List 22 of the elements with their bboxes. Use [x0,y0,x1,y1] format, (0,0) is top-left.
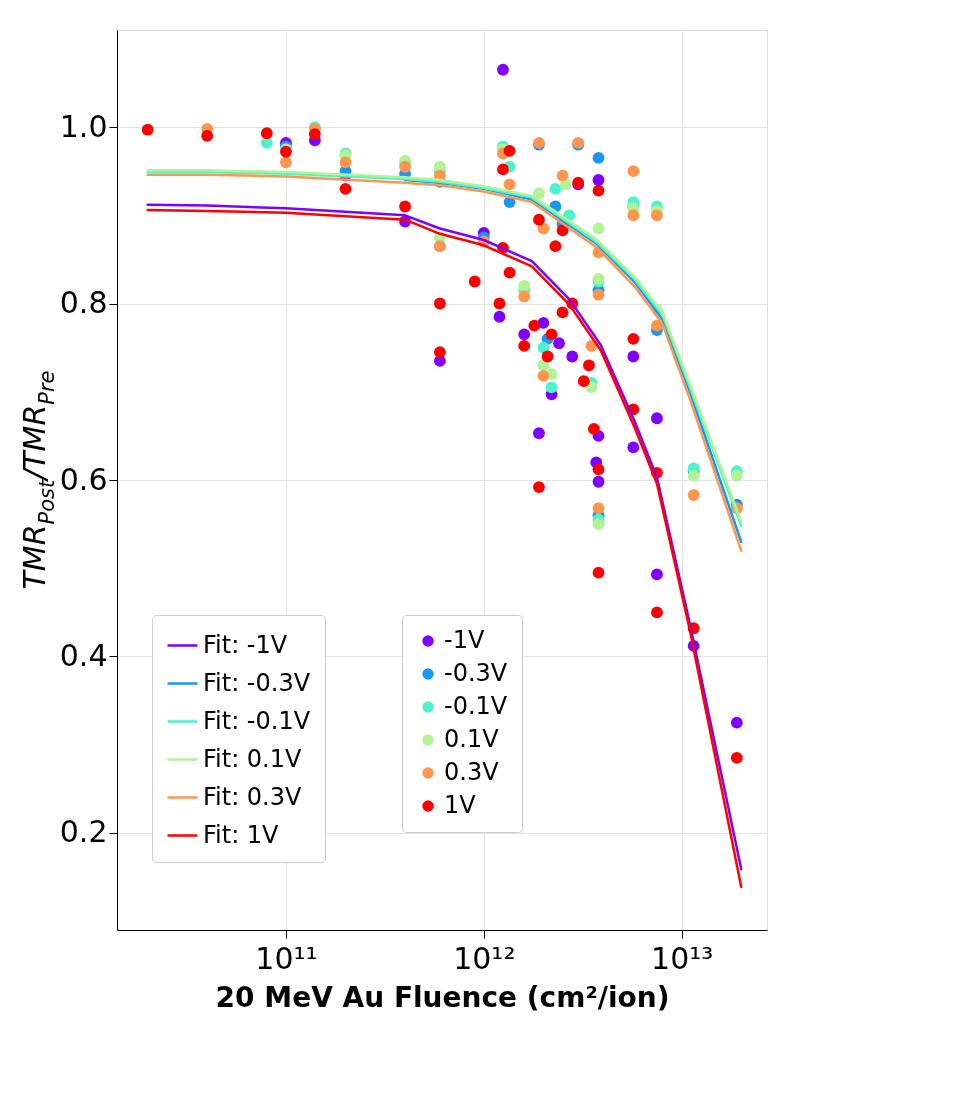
legend-label: Fit: -0.3V [203,668,311,697]
legend-label: 0.1V [444,725,500,753]
x-tick-label: 10¹¹ [255,940,318,976]
legend-label: Fit: -0.1V [203,706,311,735]
legend-label: -0.3V [444,659,508,687]
legend-label: Fit: -1V [203,630,288,659]
y-tick-label: 0.4 [59,637,108,673]
legend-label: Fit: 0.1V [203,744,303,773]
legend-label: Fit: 0.3V [203,782,303,811]
x-axis-title: 20 MeV Au Fluence (cm²/ion) [215,980,670,1014]
y-axis-title: TMRPost/TMRPre [17,370,59,590]
y-tick-label: 0.2 [59,814,108,850]
y-tick-label: 0.8 [59,285,108,321]
x-tick-label: 10¹² [453,940,516,976]
legend-label: -1V [444,626,485,654]
legend-label: 1V [444,791,477,819]
legend-label: -0.1V [444,692,508,720]
y-tick-label: 0.6 [59,461,108,497]
legend-label: Fit: 1V [203,820,280,849]
legend-label: 0.3V [444,758,500,786]
y-tick-label: 1.0 [59,108,108,144]
x-tick-label: 10¹³ [651,940,714,976]
